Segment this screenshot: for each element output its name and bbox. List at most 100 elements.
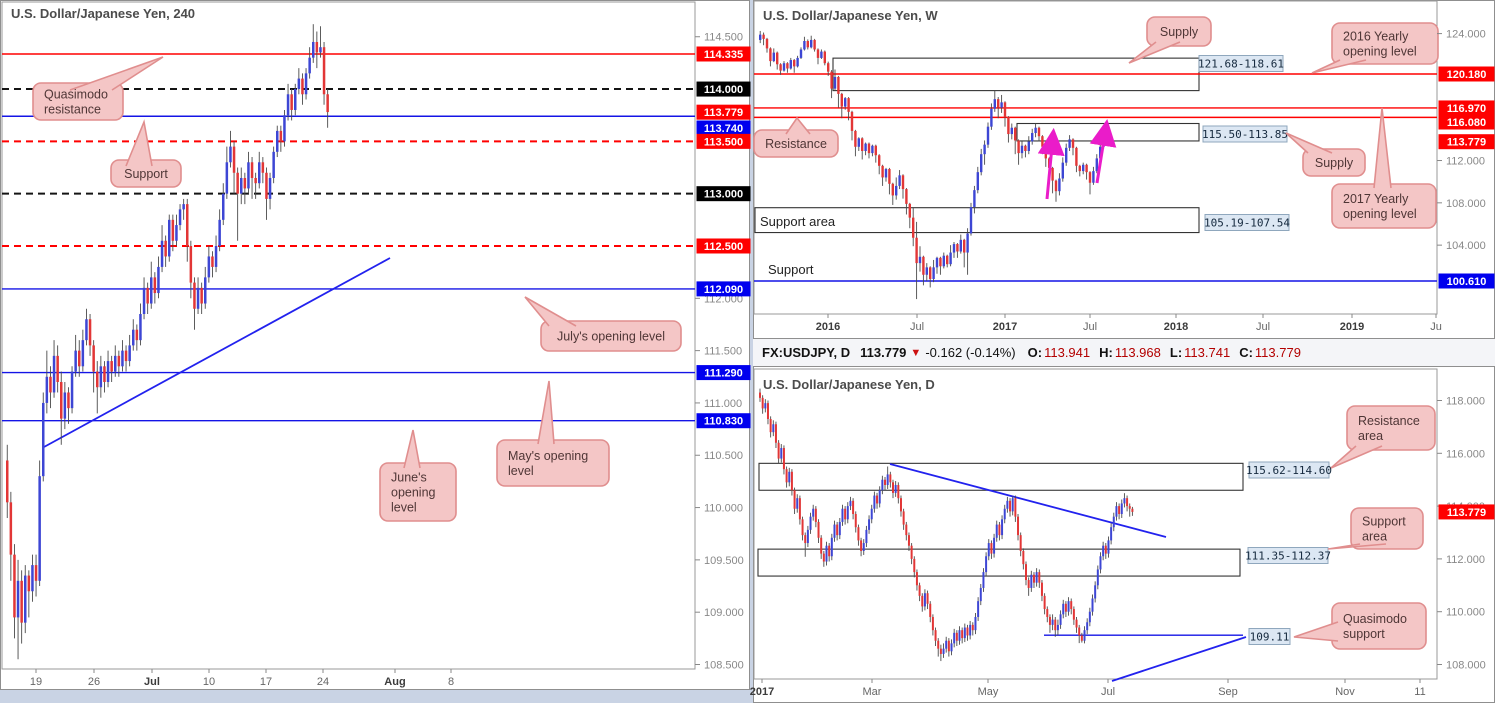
down-triangle-icon: ▼ — [910, 346, 922, 359]
price-badge-text: 113.779 — [704, 107, 743, 119]
callout-text: resistance — [44, 103, 101, 117]
x-axis-label: 2016 — [816, 321, 840, 333]
price-badge — [1438, 134, 1495, 150]
callout-text: Support — [124, 167, 168, 181]
x-axis-label: 2017 — [750, 686, 774, 698]
annotation-callout[interactable] — [1146, 16, 1212, 47]
price-badge — [1438, 66, 1495, 82]
chart-annotation-text: Support area — [760, 214, 836, 229]
zone-value-text: 109.11 — [1250, 631, 1290, 644]
annotation-callout[interactable] — [1331, 602, 1427, 650]
price-badge-text: 113.000 — [704, 189, 743, 201]
zone-value-label[interactable] — [1248, 628, 1291, 645]
annotation-callout[interactable] — [1346, 405, 1436, 451]
price-badge-text: 114.000 — [704, 84, 743, 96]
price-badge-text: 100.610 — [1447, 276, 1487, 288]
trendline[interactable] — [1111, 636, 1247, 682]
callout-tail — [404, 430, 420, 468]
status-last-price: 113.779 — [860, 345, 907, 360]
chart-usdjpy-d[interactable]: 115.62-114.60 111.35-112.37 109.11 Resistan… — [750, 368, 1495, 698]
symbol-status-bar: FX:USDJPY, D 113.779 ▼ -0.162 (-0.14%) O… — [753, 338, 1495, 367]
x-axis-label: 11 — [1414, 686, 1425, 698]
candlestick-series — [759, 388, 1134, 662]
callout-text: level — [508, 464, 534, 478]
price-badge-text: 116.080 — [1447, 117, 1486, 129]
price-badge-text: 110.830 — [704, 416, 743, 428]
zone-value-label[interactable] — [1204, 214, 1290, 231]
callout-text: 2017 Yearly — [1343, 192, 1409, 206]
callout-text: opening — [391, 486, 436, 500]
x-axis-label: 2019 — [1340, 321, 1364, 333]
price-badge — [1438, 100, 1495, 116]
y-axis-label: 124.000 — [1446, 29, 1486, 41]
x-axis-label: 10 — [203, 676, 215, 688]
annotation-callout[interactable] — [1302, 148, 1366, 177]
y-axis-label: 111.500 — [704, 346, 742, 358]
chart-title-weekly: U.S. Dollar/Japanese Yen, W — [763, 8, 938, 23]
price-badge-text: 112.090 — [704, 284, 743, 296]
annotation-callout[interactable] — [496, 439, 610, 487]
callout-text: Resistance — [1358, 414, 1420, 428]
annotation-callout[interactable] — [540, 320, 682, 352]
zone-value-label[interactable] — [1248, 461, 1330, 479]
up-arrow-annotation[interactable] — [1037, 127, 1065, 200]
callout-text: Support — [1362, 515, 1406, 529]
status-low-value: 113.741 — [1184, 345, 1231, 360]
price-badge — [696, 413, 751, 429]
price-badge — [1438, 114, 1495, 130]
callout-text: level — [391, 501, 417, 515]
x-axis-label: 2018 — [1164, 321, 1188, 333]
zone-value-label[interactable] — [1198, 55, 1284, 72]
price-badge-text: 113.500 — [704, 136, 743, 148]
callout-text: Supply — [1315, 156, 1354, 170]
status-low-label: L: — [1169, 345, 1183, 360]
up-arrow-annotation[interactable] — [1089, 119, 1117, 184]
callout-text: area — [1358, 429, 1383, 443]
trendline[interactable] — [889, 463, 1167, 538]
x-axis-label: 2017 — [993, 321, 1017, 333]
x-axis-label: May — [978, 686, 999, 698]
trendline[interactable] — [43, 257, 391, 448]
annotation-callout[interactable] — [1350, 507, 1424, 550]
chart-title-240: U.S. Dollar/Japanese Yen, 240 — [11, 6, 196, 21]
y-axis-label: 108.500 — [704, 660, 744, 672]
x-axis-label: Ju — [1430, 321, 1442, 333]
price-badge — [696, 81, 751, 97]
callout-text: support — [1343, 627, 1385, 641]
status-high-label: H: — [1099, 345, 1113, 360]
x-axis-label: Nov — [1335, 686, 1355, 698]
y-axis-label: 110.000 — [704, 503, 743, 515]
chart-usdjpy-w[interactable]: 121.68-118.61 115.50-113.85 105.19-107.54 S… — [753, 0, 1495, 333]
x-axis-label: 19 — [30, 676, 42, 688]
callout-text: July's opening level — [557, 330, 665, 344]
status-close-label: C: — [1239, 345, 1253, 360]
x-axis-label: Jul — [1083, 321, 1097, 333]
x-axis-label: Aug — [384, 676, 405, 688]
price-badge — [696, 133, 751, 149]
y-axis-label: 114.500 — [704, 32, 743, 44]
support-zone[interactable] — [757, 548, 1241, 577]
x-axis-label: Mar — [863, 686, 882, 698]
callout-text: opening level — [1343, 45, 1417, 59]
zone-value-label[interactable] — [1247, 547, 1329, 564]
x-axis-label: Sep — [1218, 686, 1238, 698]
x-axis-label: Jul — [1101, 686, 1115, 698]
annotation-callout[interactable] — [1331, 22, 1439, 65]
annotation-callout[interactable] — [32, 82, 124, 121]
x-axis-label: 26 — [88, 676, 100, 688]
price-badge — [696, 120, 751, 136]
y-axis-label: 111.000 — [704, 398, 742, 410]
annotation-callout[interactable] — [1331, 183, 1437, 229]
price-badge-text: 113.779 — [1447, 137, 1486, 149]
support-zone[interactable] — [754, 207, 1200, 234]
price-badge-text: 120.180 — [1447, 69, 1487, 81]
status-open-label: O: — [1027, 345, 1043, 360]
callout-text: Supply — [1160, 25, 1199, 39]
status-close-value: 113.779 — [1254, 345, 1301, 360]
callout-text: May's opening — [508, 449, 588, 463]
resistance-zone[interactable] — [758, 462, 1244, 491]
callout-tail — [1294, 622, 1338, 641]
y-axis-label: 108.000 — [1446, 198, 1486, 210]
